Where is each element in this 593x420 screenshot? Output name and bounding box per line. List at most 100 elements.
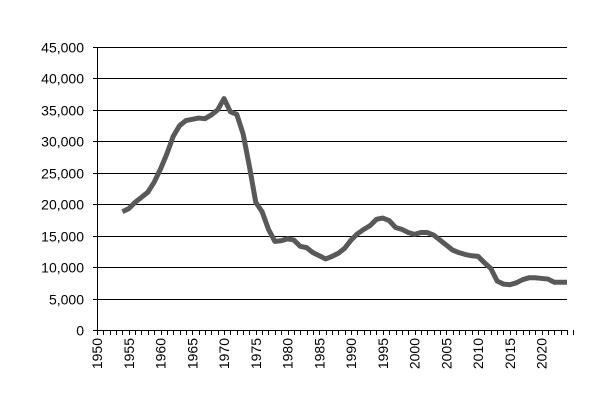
x-tick-label: 1955 — [121, 338, 137, 369]
data-point — [394, 225, 398, 229]
data-point — [432, 233, 436, 237]
data-point — [203, 117, 207, 121]
data-point — [120, 210, 124, 214]
data-point — [476, 254, 480, 258]
data-point — [349, 238, 353, 242]
data-point — [362, 227, 366, 231]
x-tick-label: 1965 — [184, 338, 200, 369]
x-tick-label: 1990 — [343, 338, 359, 369]
data-point — [139, 195, 143, 199]
data-point — [254, 200, 258, 204]
data-point — [317, 254, 321, 258]
data-point — [521, 278, 525, 282]
data-point — [127, 207, 131, 211]
data-point — [336, 251, 340, 255]
data-point — [152, 180, 156, 184]
data-point — [463, 253, 467, 257]
data-point — [228, 110, 232, 114]
data-point — [279, 239, 283, 243]
y-tick-label: 0 — [76, 323, 84, 339]
data-point — [241, 132, 245, 136]
data-point — [216, 108, 220, 112]
data-point — [413, 232, 417, 236]
data-point — [165, 152, 169, 156]
data-point — [286, 237, 290, 241]
data-point — [559, 280, 563, 284]
data-point — [197, 116, 201, 120]
data-point — [552, 280, 556, 284]
data-point — [451, 248, 455, 252]
data-point — [419, 231, 423, 235]
y-tick-label: 25,000 — [41, 166, 84, 182]
data-point — [406, 231, 410, 235]
y-axis-ticks: 0 5,000 10,000 15,000 20,000 25,000 30,000 35,0… — [41, 40, 97, 339]
x-tick-label: 2010 — [470, 338, 486, 369]
x-tick-label: 1950 — [89, 338, 105, 369]
data-point — [457, 251, 461, 255]
data-point — [355, 232, 359, 236]
series-line — [121, 96, 567, 288]
x-tick-label: 1960 — [153, 338, 169, 369]
x-tick-label: 2005 — [438, 338, 454, 369]
data-point — [527, 276, 531, 280]
data-point — [343, 246, 347, 250]
y-tick-label: 30,000 — [41, 134, 84, 150]
axes — [97, 47, 567, 331]
data-point — [400, 227, 404, 231]
data-point — [533, 276, 537, 280]
data-point — [260, 210, 264, 214]
data-point — [292, 238, 296, 242]
data-point — [546, 277, 550, 281]
data-point — [514, 281, 518, 285]
data-point — [438, 238, 442, 242]
data-point — [159, 167, 163, 171]
y-tick-label: 20,000 — [41, 197, 84, 213]
y-tick-label: 10,000 — [41, 260, 84, 276]
x-tick-label: 1970 — [216, 338, 232, 369]
data-point — [508, 283, 512, 287]
x-tick-label: 2015 — [502, 338, 518, 369]
data-point — [425, 231, 429, 235]
data-point — [381, 216, 385, 220]
data-point — [184, 119, 188, 123]
data-point — [209, 113, 213, 117]
y-tick-label: 15,000 — [41, 229, 84, 245]
data-point — [482, 261, 486, 265]
x-axis-ticks: 1950 1955 1960 1965 1970 1975 1980 1985 1990 1995… — [89, 330, 574, 369]
y-tick-label: 40,000 — [41, 71, 84, 87]
x-tick-label: 1975 — [248, 338, 264, 369]
data-point — [501, 282, 505, 286]
x-tick-label: 1980 — [280, 338, 296, 369]
x-tick-label: 1985 — [311, 338, 327, 369]
data-point — [146, 190, 150, 194]
data-point — [470, 254, 474, 258]
data-point — [540, 276, 544, 280]
y-tick-label: 45,000 — [41, 40, 84, 56]
data-point — [298, 244, 302, 248]
data-point — [190, 117, 194, 121]
y-tick-label: 35,000 — [41, 103, 84, 119]
data-point — [235, 112, 239, 116]
data-point — [266, 227, 270, 231]
data-point — [565, 280, 569, 284]
x-tick-label: 1995 — [375, 338, 391, 369]
data-point — [374, 217, 378, 221]
data-point — [222, 97, 226, 101]
data-point — [387, 219, 391, 223]
data-point — [305, 246, 309, 250]
data-point — [368, 224, 372, 228]
data-point — [247, 164, 251, 168]
gridlines — [97, 47, 567, 300]
data-point — [444, 243, 448, 247]
data-point — [330, 254, 334, 258]
data-point — [495, 279, 499, 283]
data-point — [324, 257, 328, 261]
data-point — [273, 239, 277, 243]
data-point — [171, 134, 175, 138]
y-tick-label: 5,000 — [49, 292, 84, 308]
data-point — [178, 124, 182, 128]
series-group — [120, 96, 569, 288]
data-point — [311, 251, 315, 255]
data-point — [133, 200, 137, 204]
